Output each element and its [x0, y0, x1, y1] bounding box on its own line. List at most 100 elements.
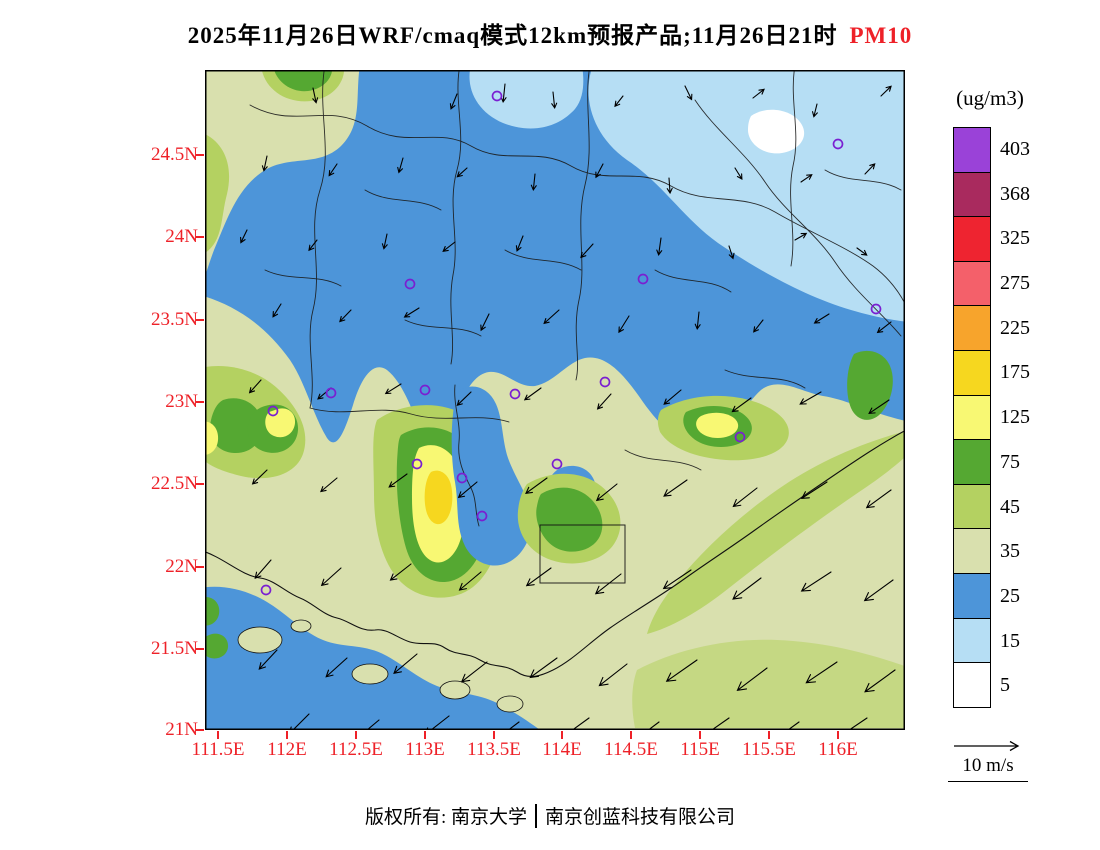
city-marker	[325, 387, 337, 399]
wind-arrow	[248, 379, 262, 394]
wind-arrow	[656, 237, 663, 256]
border-line	[264, 269, 342, 287]
lon-axis-label: 111.5E	[191, 739, 245, 760]
border-line	[404, 319, 482, 337]
wind-arrow	[662, 569, 692, 590]
lat-axis-label: 22.5N	[151, 473, 198, 494]
wind-arrow	[403, 307, 420, 318]
axis-tick	[196, 236, 204, 238]
border-line	[450, 70, 462, 365]
copyright-company: 南京创蓝科技有限公司	[545, 807, 736, 828]
wind-arrow	[515, 235, 524, 252]
legend-color-swatch	[953, 394, 991, 441]
contour-region-white	[748, 109, 805, 154]
axis-tick	[217, 731, 219, 739]
wind-arrow	[752, 88, 765, 99]
wind-arrow	[339, 309, 352, 323]
contour-region-paleyellow	[205, 421, 219, 455]
contour-region-green	[847, 350, 893, 420]
legend-color-swatch	[953, 260, 991, 307]
wind-arrow	[856, 247, 868, 256]
wind-scale-arrow-icon	[954, 740, 1020, 752]
contour-region-lightblue	[469, 70, 584, 129]
wind-arrow	[663, 479, 688, 497]
legend-level-label: 25	[1000, 584, 1020, 607]
inset-box	[539, 524, 626, 584]
legend-level-label: 325	[1000, 227, 1030, 250]
wind-arrow	[381, 233, 388, 250]
wind-arrow	[240, 229, 248, 244]
city-marker	[832, 138, 844, 150]
wind-arrow	[580, 243, 594, 259]
pollutant-label: PM10	[849, 23, 913, 48]
axis-tick	[699, 731, 701, 739]
legend-color-swatch	[953, 171, 991, 218]
legend-color-swatch	[953, 216, 991, 262]
wind-scale: 10 m/s	[948, 738, 1028, 782]
wind-arrow	[254, 559, 272, 579]
border-line	[624, 449, 702, 471]
wind-arrow	[734, 167, 743, 180]
legend-level-label: 225	[1000, 316, 1030, 339]
border-line	[504, 249, 582, 271]
wind-arrow	[258, 649, 278, 670]
contour-region-green	[274, 70, 333, 92]
border-line	[824, 169, 902, 191]
wind-arrow	[800, 174, 813, 183]
lat-axis-label: 21N	[165, 719, 198, 740]
wind-arrow	[320, 477, 338, 493]
legend-unit-label: (ug/m3)	[956, 86, 1024, 110]
axis-tick	[424, 731, 426, 739]
wind-scale-baseline	[948, 781, 1028, 782]
axis-tick	[196, 483, 204, 485]
wind-arrow	[811, 103, 818, 118]
lat-axis-label: 23N	[165, 391, 198, 412]
wind-arrow	[684, 85, 693, 101]
border-line	[790, 70, 797, 267]
wind-arrow	[732, 577, 762, 600]
wind-arrow	[628, 721, 660, 730]
contour-region-khaki	[205, 70, 360, 277]
city-marker	[260, 584, 272, 596]
lat-axis-label: 24.5N	[151, 144, 198, 165]
wind-arrow	[665, 659, 698, 682]
city-marker	[404, 278, 416, 290]
wind-arrow	[666, 177, 673, 195]
wind-arrow	[805, 661, 838, 684]
contour-region-yellowgreen	[647, 431, 905, 634]
lon-axis-label: 112.5E	[329, 739, 383, 760]
city-marker	[419, 384, 431, 396]
wind-arrow	[594, 573, 622, 595]
city-marker	[734, 431, 746, 443]
axis-tick	[196, 729, 204, 731]
wind-arrow	[595, 163, 604, 179]
legend-color-swatch	[953, 617, 991, 664]
contour-region-green	[205, 597, 220, 626]
wind-arrow	[389, 563, 412, 581]
legend-level-label: 125	[1000, 406, 1030, 429]
colorbar-legend	[953, 127, 991, 708]
wind-arrow	[799, 391, 822, 405]
island	[439, 680, 471, 700]
wind-arrow	[800, 481, 828, 499]
axis-tick	[561, 731, 563, 739]
wind-arrow	[731, 397, 752, 413]
wind-arrow	[864, 669, 896, 693]
lon-axis-label: 112E	[267, 739, 307, 760]
border-line	[309, 70, 326, 409]
wind-arrow	[618, 315, 630, 334]
forecast-map	[205, 70, 905, 730]
city-marker	[509, 388, 521, 400]
wind-arrow	[500, 83, 507, 104]
border-line	[575, 70, 590, 381]
city-marker	[411, 458, 423, 470]
wind-arrow	[732, 487, 758, 508]
city-marker	[267, 405, 279, 417]
lat-axis-label: 24N	[165, 226, 198, 247]
legend-color-swatch	[953, 127, 991, 173]
axis-tick	[493, 731, 495, 739]
pm10-filled-contours	[205, 70, 905, 730]
island	[351, 663, 389, 685]
wind-vectors	[240, 83, 896, 730]
